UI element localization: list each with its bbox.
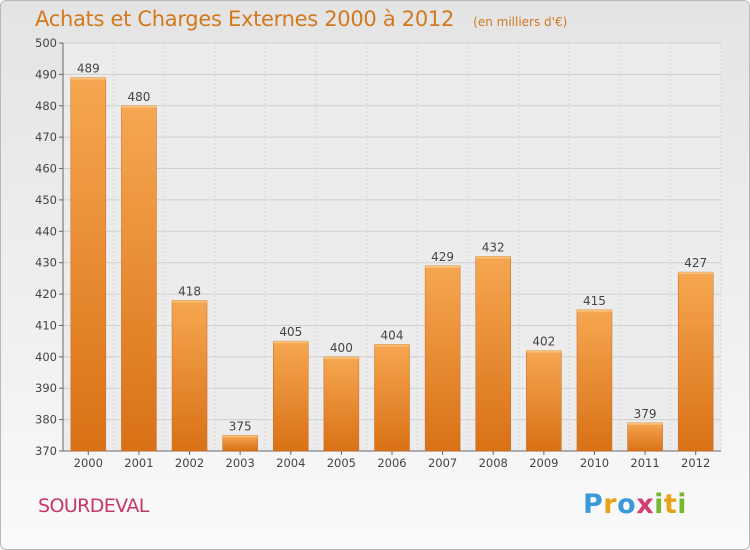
logo-letter: t bbox=[663, 489, 678, 520]
bars bbox=[70, 77, 714, 452]
y-tick-label: 420 bbox=[35, 287, 57, 301]
y-tick-label: 460 bbox=[35, 162, 57, 176]
value-label: 379 bbox=[634, 407, 657, 421]
chart-title: Achats et Charges Externes 2000 à 2012 bbox=[35, 7, 455, 31]
value-label: 400 bbox=[330, 341, 353, 355]
x-tick-label: 2009 bbox=[529, 456, 558, 470]
x-tick-label: 2012 bbox=[681, 456, 710, 470]
y-tick-label: 450 bbox=[35, 193, 57, 207]
bar-2010 bbox=[576, 309, 613, 452]
proxiti-logo[interactable]: Proxiti bbox=[583, 489, 687, 520]
x-tick-label: 2008 bbox=[479, 456, 508, 470]
y-tick-label: 480 bbox=[35, 99, 57, 113]
y-tick-label: 500 bbox=[35, 36, 57, 50]
x-tick-label: 2007 bbox=[428, 456, 457, 470]
value-label: 404 bbox=[381, 328, 404, 342]
value-label: 432 bbox=[482, 240, 505, 254]
value-label: 405 bbox=[279, 325, 302, 339]
bar-2012 bbox=[677, 271, 714, 452]
logo-letter: i bbox=[654, 489, 664, 520]
chart-subtitle: (en milliers d'€) bbox=[473, 15, 568, 29]
bar-highlight bbox=[323, 356, 359, 359]
bar-highlight bbox=[222, 435, 258, 438]
bar-highlight bbox=[526, 350, 562, 353]
logo-letter: o bbox=[617, 489, 637, 520]
y-tick-label: 430 bbox=[35, 256, 57, 270]
logo-letter: x bbox=[636, 489, 655, 520]
bar-highlight bbox=[172, 300, 208, 303]
x-tick-label: 2003 bbox=[226, 456, 255, 470]
logo-letter: i bbox=[677, 489, 688, 520]
value-label: 489 bbox=[77, 62, 100, 76]
value-label: 427 bbox=[684, 256, 707, 270]
y-tick-label: 470 bbox=[35, 130, 57, 144]
value-label: 375 bbox=[229, 419, 252, 433]
x-tick-label: 2006 bbox=[377, 456, 406, 470]
bar-2003 bbox=[222, 435, 258, 452]
value-label: 415 bbox=[583, 294, 606, 308]
y-tick-label: 370 bbox=[35, 444, 57, 458]
x-tick-label: 2004 bbox=[276, 456, 305, 470]
logo-letter: r bbox=[603, 489, 618, 520]
bar-highlight bbox=[374, 344, 410, 347]
value-label: 429 bbox=[431, 250, 454, 264]
x-tick-label: 2005 bbox=[327, 456, 356, 470]
bar-2008 bbox=[475, 256, 511, 452]
bar-2000 bbox=[70, 77, 107, 452]
bar-2007 bbox=[424, 265, 461, 452]
bar-highlight bbox=[678, 272, 714, 275]
bar-highlight bbox=[475, 256, 511, 259]
commune-name: SOURDEVAL bbox=[38, 495, 149, 517]
y-tick-label: 380 bbox=[35, 413, 57, 427]
value-label: 480 bbox=[127, 90, 150, 104]
title-row: Achats et Charges Externes 2000 à 2012 (… bbox=[35, 7, 567, 31]
bar-highlight bbox=[425, 265, 461, 268]
bar-2004 bbox=[273, 340, 309, 452]
y-tick-label: 440 bbox=[35, 224, 57, 238]
x-tick-label: 2010 bbox=[580, 456, 609, 470]
bar-highlight bbox=[70, 77, 106, 80]
y-tick-label: 410 bbox=[35, 318, 57, 332]
bar-highlight bbox=[627, 422, 663, 425]
x-tick-label: 2002 bbox=[175, 456, 204, 470]
bar-2009 bbox=[526, 350, 562, 452]
value-label: 418 bbox=[178, 284, 201, 298]
x-tick-label: 2001 bbox=[124, 456, 153, 470]
bar-2005 bbox=[323, 356, 360, 452]
bar-highlight bbox=[576, 309, 612, 312]
value-label: 402 bbox=[532, 335, 555, 349]
y-tick-label: 390 bbox=[35, 381, 57, 395]
x-tick-label: 2011 bbox=[630, 456, 659, 470]
y-tick-label: 490 bbox=[35, 67, 57, 81]
y-tick-label: 400 bbox=[35, 350, 57, 364]
bar-2001 bbox=[121, 105, 157, 452]
bar-2011 bbox=[627, 422, 663, 452]
bar-highlight bbox=[273, 341, 309, 344]
bar-2006 bbox=[374, 344, 410, 452]
bar-2002 bbox=[171, 300, 208, 452]
labels: 370 380 390 400 410 420 430 440 450 460 470 480 490 5… bbox=[35, 36, 710, 470]
logo-letter: P bbox=[583, 489, 604, 520]
bar-highlight bbox=[121, 105, 157, 108]
x-tick-label: 2000 bbox=[74, 456, 103, 470]
